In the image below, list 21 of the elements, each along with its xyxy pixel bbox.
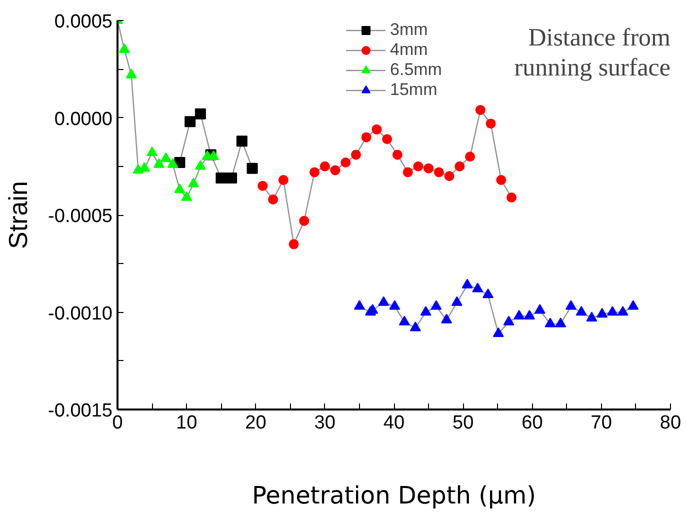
- y-tick-label: -0.0010: [48, 303, 113, 324]
- y-tick-label: -0.0005: [48, 206, 113, 227]
- x-tick-label: 60: [522, 412, 543, 434]
- legend-label: 4mm: [390, 40, 428, 60]
- x-axis-title: Penetration Depth (µm): [252, 482, 536, 510]
- y-tick-label: 0.0005: [54, 12, 113, 32]
- legend-label: 3mm: [390, 20, 428, 40]
- legend-label: 6.5mm: [390, 60, 442, 80]
- y-tick-label: -0.0015: [48, 400, 113, 422]
- x-tick-label: 70: [590, 412, 612, 434]
- x-tick-label: 80: [660, 412, 682, 434]
- y-axis-title: Strain: [3, 181, 34, 249]
- x-tick-label: 0: [112, 412, 123, 434]
- x-tick-label: 40: [383, 412, 405, 434]
- x-tick-label: 10: [176, 412, 198, 434]
- legend-label: 15mm: [390, 80, 438, 100]
- x-tick-label: 20: [245, 412, 266, 434]
- x-tick-label: 30: [314, 412, 336, 434]
- x-tick-label: 50: [452, 412, 474, 434]
- annotation: Distance from running surface: [514, 24, 672, 82]
- y-tick-label: 0.0000: [54, 108, 113, 130]
